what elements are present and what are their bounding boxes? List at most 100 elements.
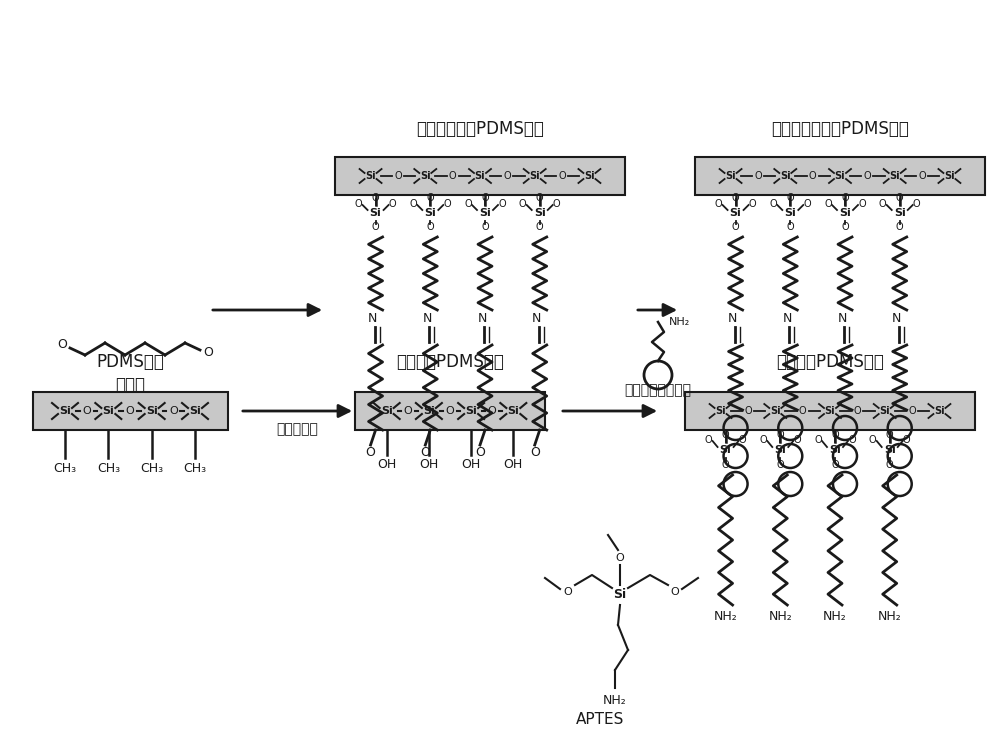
Text: Si: Si: [839, 208, 851, 218]
Text: Si: Si: [529, 171, 540, 181]
Text: Si: Si: [879, 406, 890, 416]
Text: O: O: [372, 193, 379, 203]
Text: CH₃: CH₃: [140, 461, 163, 475]
Text: N: N: [783, 311, 792, 324]
Text: O: O: [671, 587, 679, 597]
Text: N: N: [532, 311, 541, 324]
Text: O: O: [519, 199, 527, 209]
Text: N: N: [477, 311, 487, 324]
Text: O: O: [879, 199, 887, 209]
Text: Si: Si: [365, 171, 376, 181]
Text: CH₃: CH₃: [53, 461, 77, 475]
Text: O: O: [481, 193, 489, 203]
Text: O: O: [769, 199, 777, 209]
Text: OH: OH: [461, 457, 481, 470]
Text: O: O: [864, 171, 871, 181]
Text: O: O: [82, 406, 91, 416]
Text: CH₃: CH₃: [183, 461, 207, 475]
Text: O: O: [903, 435, 911, 445]
Text: O: O: [498, 199, 506, 209]
Text: Si: Si: [424, 208, 436, 218]
Text: O: O: [203, 346, 213, 360]
Text: Si: Si: [534, 208, 546, 218]
Text: Si: Si: [423, 406, 435, 416]
Text: O: O: [869, 435, 877, 445]
Text: Si: Si: [715, 406, 726, 416]
Text: Si: Si: [507, 406, 519, 416]
Text: Si: Si: [770, 406, 781, 416]
Text: O: O: [530, 447, 540, 460]
Text: OH: OH: [419, 457, 439, 470]
Text: O: O: [488, 406, 497, 416]
Text: O: O: [776, 430, 784, 440]
Text: NH₂: NH₂: [603, 693, 627, 707]
Text: O: O: [705, 435, 712, 445]
Text: O: O: [854, 406, 861, 416]
Text: O: O: [372, 222, 379, 232]
Text: Si: Si: [934, 406, 945, 416]
Text: OH: OH: [504, 457, 523, 470]
Text: Si: Si: [889, 171, 900, 181]
Text: Si: Si: [465, 406, 477, 416]
Text: Si: Si: [835, 171, 845, 181]
Text: 戊二醉活化的PDMS表面: 戊二醉活化的PDMS表面: [416, 120, 544, 138]
Text: O: O: [616, 553, 624, 563]
Text: O: O: [799, 406, 806, 416]
Text: Si: Si: [370, 208, 381, 218]
Text: NH₂: NH₂: [823, 611, 847, 624]
Text: Si: Si: [780, 171, 791, 181]
Text: O: O: [739, 435, 746, 445]
Text: Si: Si: [730, 208, 741, 218]
Text: O: O: [824, 199, 832, 209]
Text: APTES: APTES: [576, 712, 624, 727]
Text: O: O: [394, 171, 402, 181]
Text: O: O: [558, 171, 566, 181]
Text: O: O: [896, 193, 904, 203]
Text: Si: Si: [774, 445, 786, 455]
Bar: [355, 392, 545, 430]
Text: O: O: [366, 447, 376, 460]
Text: O: O: [841, 193, 849, 203]
Text: Si: Si: [613, 588, 627, 602]
Text: O: O: [449, 171, 456, 181]
Text: Si: Si: [146, 406, 158, 416]
Text: O: O: [426, 193, 434, 203]
Text: O: O: [715, 199, 722, 209]
Text: NH₂: NH₂: [669, 317, 691, 327]
Text: O: O: [754, 171, 762, 181]
Text: Si: Si: [725, 171, 736, 181]
Bar: [335, 157, 625, 195]
Text: Si: Si: [884, 445, 896, 455]
Text: 适配体修饰后的PDMS表面: 适配体修饰后的PDMS表面: [771, 120, 909, 138]
Text: O: O: [443, 199, 451, 209]
Text: Si: Si: [59, 406, 71, 416]
Text: OH: OH: [377, 457, 396, 470]
Text: O: O: [409, 199, 417, 209]
Text: NH₂: NH₂: [768, 611, 792, 624]
Text: NH₂: NH₂: [714, 611, 737, 624]
Text: O: O: [831, 460, 839, 470]
Text: NH₂: NH₂: [878, 611, 902, 624]
Text: Si: Si: [479, 208, 491, 218]
Text: O: O: [732, 222, 739, 232]
Text: O: O: [858, 199, 866, 209]
Text: O: O: [749, 199, 756, 209]
Text: O: O: [126, 406, 134, 416]
Text: Si: Si: [894, 208, 906, 218]
Text: N: N: [368, 311, 377, 324]
Text: O: O: [732, 193, 739, 203]
Text: Si: Si: [381, 406, 393, 416]
Text: PDMS表面: PDMS表面: [96, 353, 164, 371]
Text: O: O: [426, 222, 434, 232]
Text: N: N: [423, 311, 432, 324]
Text: O: O: [831, 430, 839, 440]
Text: Si: Si: [475, 171, 485, 181]
Text: O: O: [918, 171, 926, 181]
Text: 氧化后的PDMS表面: 氧化后的PDMS表面: [396, 353, 504, 371]
Text: O: O: [786, 193, 794, 203]
Text: O: O: [420, 447, 430, 460]
Text: Si: Si: [420, 171, 431, 181]
Text: N: N: [892, 311, 901, 324]
Text: O: O: [809, 171, 816, 181]
Text: O: O: [886, 430, 894, 440]
